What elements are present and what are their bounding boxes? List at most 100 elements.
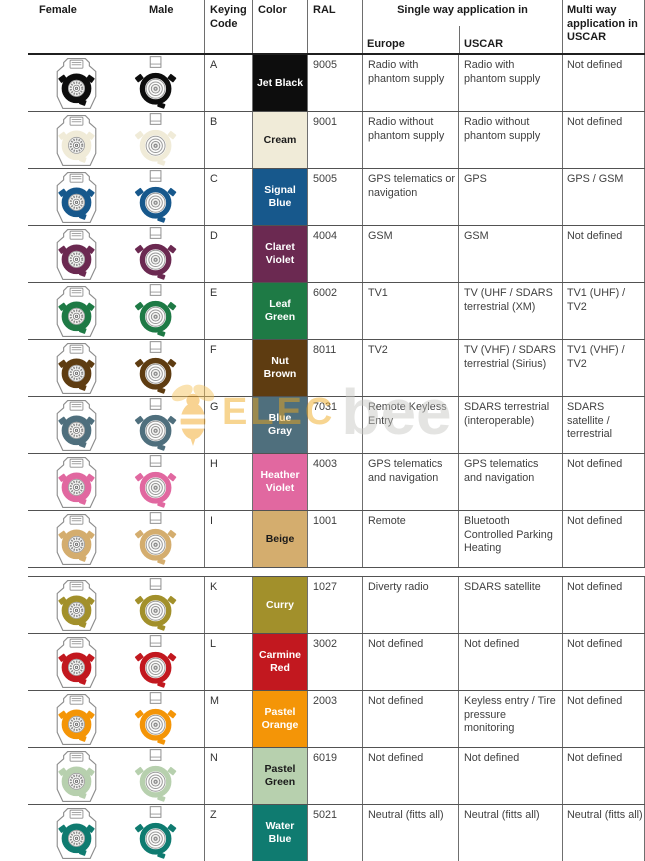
keying-code-cell: F <box>204 340 252 396</box>
multiway-application-cell: Not defined <box>562 634 645 690</box>
male-connector-cell <box>125 340 204 396</box>
color-swatch: Pastel Green <box>253 748 307 804</box>
table-row: A Jet Black 9005 Radio with phantom supp… <box>28 55 645 112</box>
color-swatch: Leaf Green <box>253 283 307 339</box>
europe-application-cell: Not defined <box>362 691 458 747</box>
color-name-label: Cream <box>263 133 297 146</box>
ral-cell: 3002 <box>307 634 362 690</box>
male-connector-cell <box>125 748 204 804</box>
female-connector-cell <box>28 397 125 453</box>
multiway-application-cell: Not defined <box>562 226 645 282</box>
female-connector-icon <box>56 342 97 394</box>
europe-application-cell: GSM <box>362 226 458 282</box>
male-connector-icon <box>134 635 177 688</box>
table-row: F Nut Brown 8011 TV2 TV (VHF) / SDARS te… <box>28 340 645 397</box>
multiway-application-cell: Not defined <box>562 55 645 111</box>
table-row: G Blue Gray 7031 Remote Keyless Entry SD… <box>28 397 645 454</box>
male-connector-icon <box>134 806 177 859</box>
color-name-label: Leaf Green <box>264 298 296 323</box>
keying-code-cell: H <box>204 454 252 510</box>
ral-cell: 9005 <box>307 55 362 111</box>
uscar-application-cell: TV (UHF / SDARS terrestrial (XM) <box>458 283 562 339</box>
female-connector-icon <box>56 693 97 745</box>
keying-code-cell: I <box>204 511 252 567</box>
male-connector-cell <box>125 805 204 861</box>
color-swatch: Water Blue <box>253 805 307 861</box>
europe-application-cell: Not defined <box>362 748 458 804</box>
europe-application-cell: TV2 <box>362 340 458 396</box>
keying-code-cell: G <box>204 397 252 453</box>
europe-application-cell: Diverty radio <box>362 577 458 633</box>
male-connector-icon <box>134 512 177 565</box>
male-connector-icon <box>134 692 177 745</box>
europe-application-cell: Neutral (fitts all) <box>362 805 458 861</box>
keying-code-cell: K <box>204 577 252 633</box>
uscar-application-cell: GPS <box>458 169 562 225</box>
uscar-application-cell: SDARS terrestrial (interoperable) <box>458 397 562 453</box>
female-connector-cell <box>28 577 125 633</box>
female-connector-icon <box>56 228 97 280</box>
uscar-application-cell: GPS telematics and navigation <box>458 454 562 510</box>
multiway-application-cell: Neutral (fitts all) <box>562 805 645 861</box>
uscar-application-cell: Not defined <box>458 748 562 804</box>
color-name-label: Claret Violet <box>265 241 295 266</box>
color-swatch: Pastel Orange <box>253 691 307 747</box>
header-male: Male <box>149 4 174 16</box>
color-name-label: Water Blue <box>265 820 295 845</box>
europe-application-cell: Radio with phantom supply <box>362 55 458 111</box>
color-name-label: Pastel Green <box>264 763 296 788</box>
table-row: C Signal Blue 5005 GPS telematics or nav… <box>28 169 645 226</box>
europe-application-cell: GPS telematics and navigation <box>362 454 458 510</box>
male-connector-icon <box>134 341 177 394</box>
keying-code-cell: D <box>204 226 252 282</box>
male-connector-cell <box>125 55 204 111</box>
header-keying-code: Keying Code <box>204 0 252 53</box>
table-header-row: Female Male Keying Code Color RAL Single… <box>28 0 645 55</box>
color-swatch-cell: Water Blue <box>252 805 307 861</box>
table-row: L Carmine Red 3002 Not defined Not defin… <box>28 634 645 691</box>
female-connector-icon <box>56 807 97 859</box>
female-connector-cell <box>28 634 125 690</box>
color-swatch: Beige <box>253 511 307 567</box>
male-connector-icon <box>134 56 177 109</box>
female-connector-icon <box>56 750 97 802</box>
keying-code-cell: L <box>204 634 252 690</box>
header-female: Female <box>39 4 77 16</box>
ral-cell: 5005 <box>307 169 362 225</box>
male-connector-cell <box>125 577 204 633</box>
ral-cell: 5021 <box>307 805 362 861</box>
female-connector-cell <box>28 112 125 168</box>
keying-code-cell: E <box>204 283 252 339</box>
table-row: D Claret Violet 4004 GSM GSM Not defined <box>28 226 645 283</box>
table-row: N Pastel Green 6019 Not defined Not defi… <box>28 748 645 805</box>
multiway-application-cell: Not defined <box>562 511 645 567</box>
header-color: Color <box>252 0 307 53</box>
color-swatch-cell: Jet Black <box>252 55 307 111</box>
color-swatch-cell: Heather Violet <box>252 454 307 510</box>
table-row: B Cream 9001 Radio without phantom suppl… <box>28 112 645 169</box>
color-name-label: Nut Brown <box>263 355 297 380</box>
male-connector-icon <box>134 455 177 508</box>
female-connector-icon <box>56 285 97 337</box>
ral-cell: 4003 <box>307 454 362 510</box>
header-multi-way: Multi way application in USCAR <box>562 0 645 53</box>
ral-cell: 6019 <box>307 748 362 804</box>
male-connector-icon <box>134 170 177 223</box>
female-connector-icon <box>56 513 97 565</box>
header-single-way-subrow: Europe USCAR <box>363 26 562 53</box>
ral-cell: 6002 <box>307 283 362 339</box>
europe-application-cell: TV1 <box>362 283 458 339</box>
ral-cell: 1001 <box>307 511 362 567</box>
color-swatch-cell: Pastel Green <box>252 748 307 804</box>
color-swatch-cell: Cream <box>252 112 307 168</box>
europe-application-cell: GPS telematics or navigation <box>362 169 458 225</box>
female-connector-icon <box>56 579 97 631</box>
color-name-label: Carmine Red <box>258 649 301 674</box>
uscar-application-cell: Bluetooth Controlled Parking Heating <box>458 511 562 567</box>
male-connector-cell <box>125 397 204 453</box>
uscar-application-cell: Not defined <box>458 634 562 690</box>
multiway-application-cell: Not defined <box>562 691 645 747</box>
ral-cell: 4004 <box>307 226 362 282</box>
ral-cell: 7031 <box>307 397 362 453</box>
female-connector-cell <box>28 511 125 567</box>
